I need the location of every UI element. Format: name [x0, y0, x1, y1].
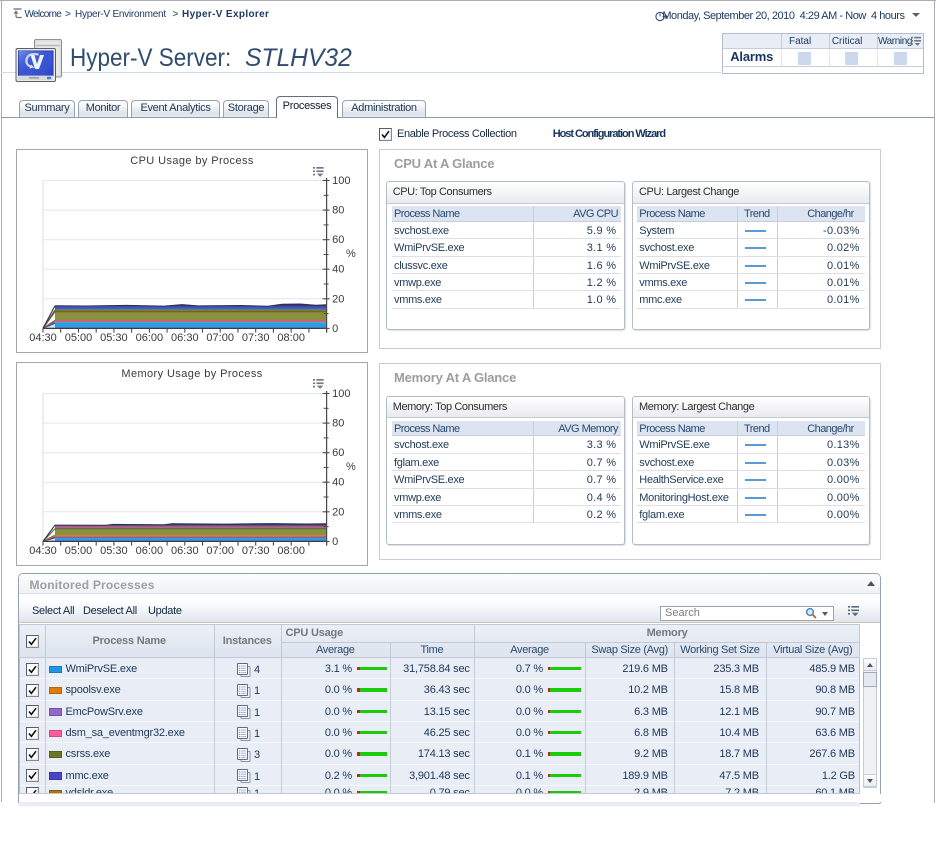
svg-text:06:30: 06:30	[171, 332, 199, 344]
svg-text:04:30: 04:30	[29, 332, 57, 344]
svg-text:08:00: 08:00	[277, 544, 305, 556]
svg-text:%: %	[346, 461, 356, 473]
svg-text:06:30: 06:30	[171, 544, 199, 556]
svg-text:06:00: 06:00	[136, 544, 164, 556]
svg-text:04:30: 04:30	[29, 544, 57, 556]
svg-text:20: 20	[332, 294, 344, 306]
svg-text:07:30: 07:30	[242, 332, 270, 344]
svg-text:100: 100	[332, 388, 350, 400]
svg-text:40: 40	[332, 264, 344, 276]
svg-text:60: 60	[332, 234, 344, 246]
svg-text:07:00: 07:00	[206, 544, 234, 556]
svg-text:06:00: 06:00	[136, 332, 164, 344]
svg-text:05:00: 05:00	[65, 332, 93, 344]
svg-text:80: 80	[332, 205, 344, 217]
svg-text:05:00: 05:00	[65, 544, 93, 556]
svg-text:80: 80	[332, 417, 344, 429]
svg-text:%: %	[346, 248, 356, 260]
svg-text:07:00: 07:00	[206, 332, 234, 344]
svg-text:05:30: 05:30	[100, 544, 128, 556]
svg-text:08:00: 08:00	[277, 332, 305, 344]
svg-text:07:30: 07:30	[242, 544, 270, 556]
svg-text:0: 0	[332, 323, 338, 335]
svg-text:05:30: 05:30	[100, 332, 128, 344]
svg-text:100: 100	[332, 175, 350, 187]
svg-text:60: 60	[332, 447, 344, 459]
svg-text:20: 20	[332, 506, 344, 518]
svg-text:0: 0	[332, 535, 338, 547]
svg-text:40: 40	[332, 476, 344, 488]
